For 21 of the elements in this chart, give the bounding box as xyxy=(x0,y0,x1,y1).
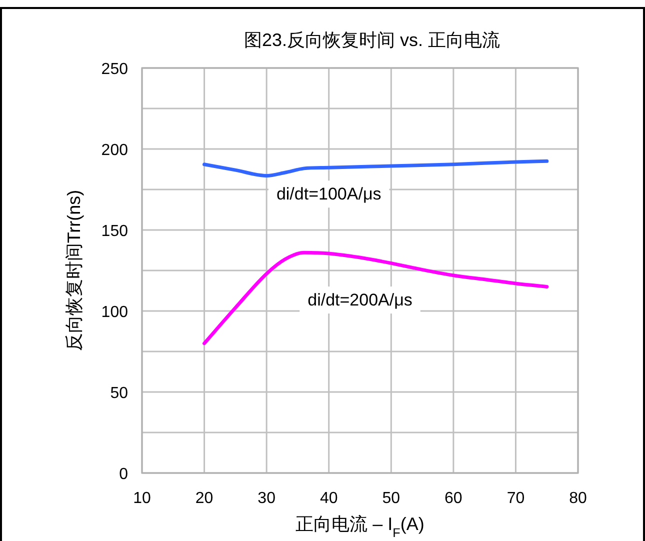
y-tick-label: 200 xyxy=(101,142,128,159)
line-series xyxy=(202,250,549,346)
x-tick-label: 50 xyxy=(382,490,400,507)
y-tick-label: 100 xyxy=(101,304,128,321)
y-tick-label: 150 xyxy=(101,223,128,240)
line-series xyxy=(202,159,549,178)
y-tick-label: 250 xyxy=(101,61,128,78)
y-axis-title: 反向恢复时间Trr(ns) xyxy=(64,190,84,352)
x-tick-label: 70 xyxy=(506,490,525,507)
x-axis-title: 正向电流 – I$_{F}$(A) xyxy=(296,514,424,540)
x-tick-label: 20 xyxy=(195,490,214,507)
chart-title: 图23.反向恢复时间 vs. 正向电流 xyxy=(244,30,500,50)
series-label: di/dt=100A/μs xyxy=(276,184,382,204)
x-tick-label: 10 xyxy=(133,490,151,507)
y-tick-label: 0 xyxy=(119,466,128,483)
y-tick-label: 50 xyxy=(110,385,128,402)
series-label: di/dt=200A/μs xyxy=(308,290,412,310)
x-tick-label: 80 xyxy=(569,490,587,507)
x-tick-label: 40 xyxy=(320,490,338,507)
x-tick-label: 30 xyxy=(258,490,276,507)
x-tick-label: 60 xyxy=(444,490,462,507)
